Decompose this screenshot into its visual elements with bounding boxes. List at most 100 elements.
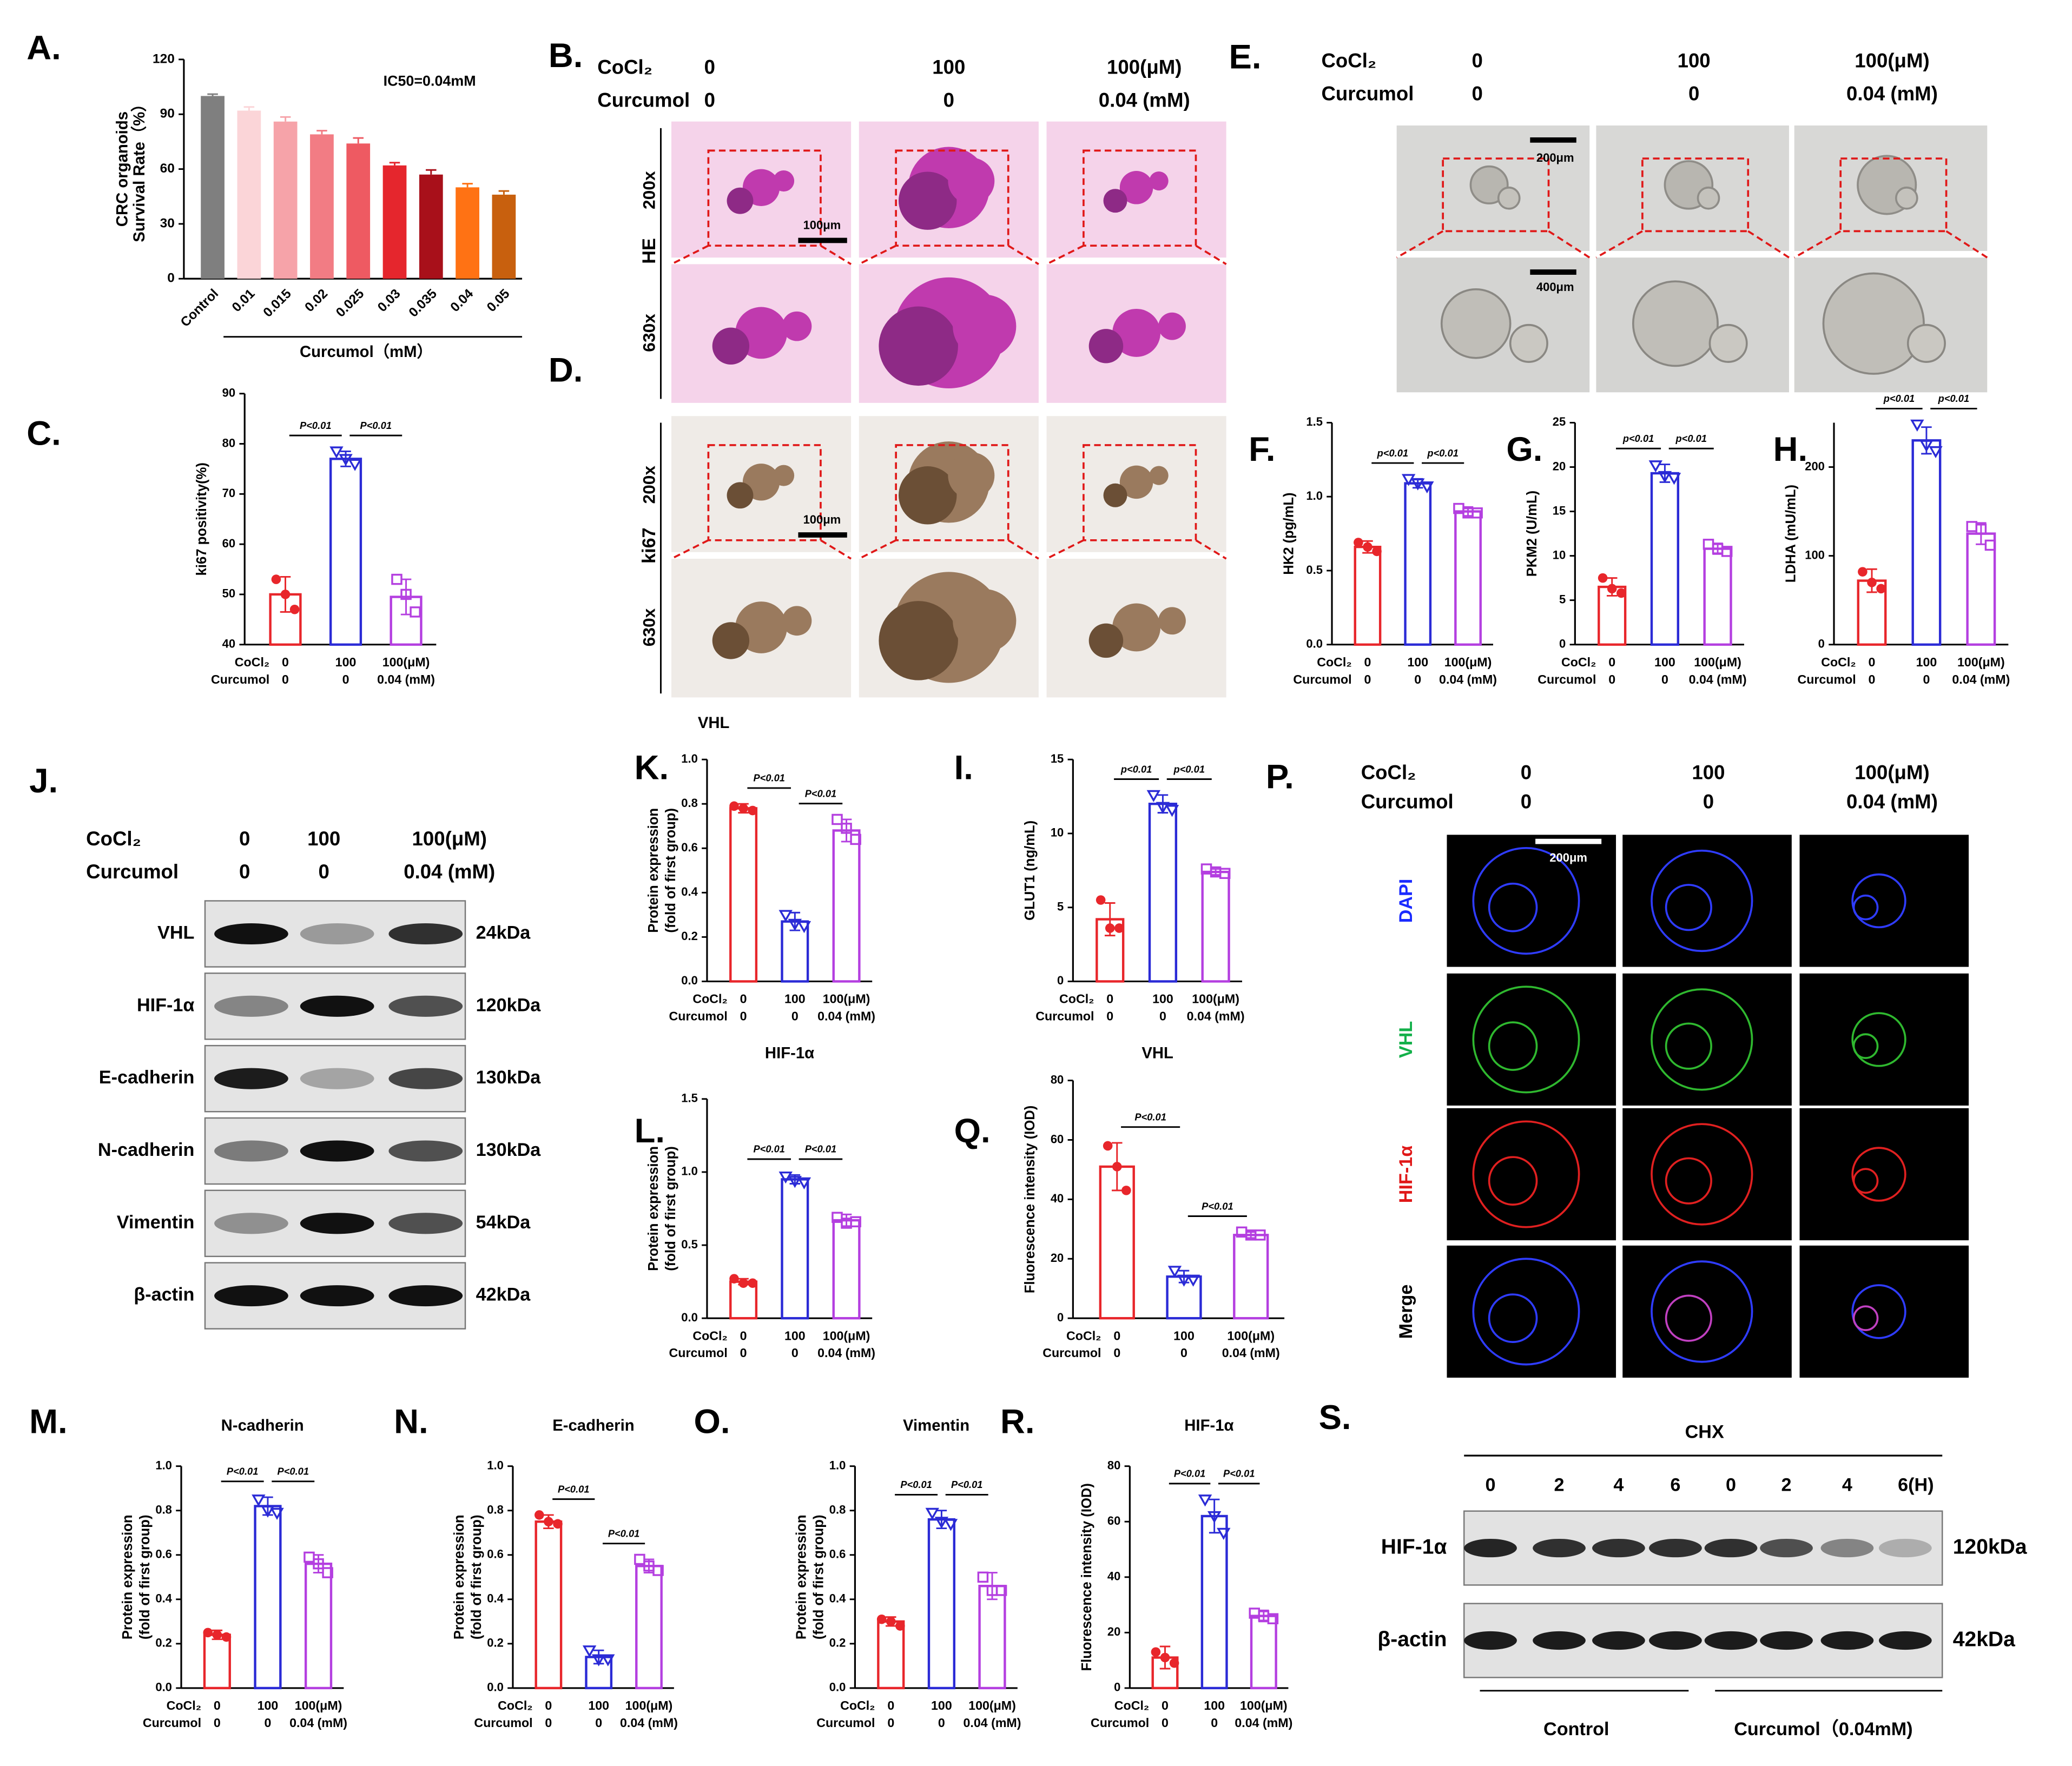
blot-band — [1760, 1538, 1813, 1558]
significance-label: P<0.01 — [608, 1527, 640, 1539]
y-tick-label: 0.0 — [829, 1681, 846, 1694]
blot-band — [388, 923, 463, 945]
y-axis-label: Survival Rate（%） — [130, 96, 148, 242]
image-cell — [1447, 1108, 1616, 1241]
significance-label: P<0.01 — [1223, 1468, 1255, 1479]
data-point — [1169, 1658, 1179, 1668]
zoom-box — [1083, 444, 1197, 541]
image-blob — [1112, 308, 1161, 357]
y-tick-label: 0 — [1818, 637, 1825, 651]
x-tick-label: 0.04 (mM) — [817, 1346, 875, 1360]
magnification-label: 200x — [639, 466, 658, 504]
data-point — [788, 918, 802, 931]
bar — [1201, 870, 1230, 983]
data-point — [778, 1171, 793, 1184]
data-point — [934, 1517, 949, 1529]
x-tick-label: 0 — [1113, 1328, 1120, 1342]
data-point — [832, 813, 843, 825]
zoom-box — [1442, 157, 1550, 233]
x-tick-label: 0 — [740, 1346, 747, 1360]
panel-letter: Q. — [954, 1112, 991, 1150]
header-value: 0 — [1471, 82, 1482, 104]
row-label: CoCl₂ — [1066, 1328, 1101, 1342]
chart-title: Vimentin — [903, 1417, 969, 1434]
blot-band — [300, 1213, 374, 1234]
bar — [1404, 482, 1432, 646]
y-tick-label: 20 — [1051, 1251, 1064, 1265]
data-point — [1667, 473, 1681, 485]
image-blob — [1440, 288, 1512, 359]
data-point — [1858, 567, 1868, 577]
x-tick-label: 100(μM) — [1192, 992, 1239, 1006]
magnification-label: 630x — [639, 314, 658, 352]
zoom-line — [1595, 230, 1643, 259]
x-tick-label: 100 — [1407, 655, 1428, 669]
band-size: 42kDa — [476, 1285, 531, 1305]
bar — [382, 165, 407, 279]
panel-letter: N. — [394, 1403, 428, 1440]
channel-label: HIF-1α — [1396, 1146, 1416, 1203]
y-tick-label: 0.8 — [829, 1503, 846, 1517]
blot-band — [1704, 1538, 1758, 1558]
data-point — [1112, 1162, 1122, 1172]
image-blob — [727, 482, 754, 509]
bar — [1911, 439, 1942, 646]
image-blob — [1651, 1123, 1753, 1226]
data-point — [652, 1565, 664, 1576]
data-point — [535, 1510, 544, 1520]
blot-band — [300, 1140, 374, 1162]
bar — [832, 829, 861, 983]
data-point — [271, 574, 281, 584]
x-tick-label: 100 — [1152, 992, 1173, 1006]
zoom-line — [858, 539, 896, 560]
panel-letter: I. — [954, 749, 973, 786]
x-tick-label: 0.04 (mM) — [620, 1716, 678, 1730]
bar — [1200, 1514, 1228, 1690]
x-tick-label: 100 — [1916, 655, 1937, 669]
header-value: 0.04 (mM) — [404, 861, 495, 883]
data-point — [1156, 802, 1170, 814]
image-blob — [1488, 1156, 1538, 1206]
y-tick-label: 1.0 — [829, 1458, 846, 1472]
blot-band — [388, 1213, 463, 1234]
panel-letter: A. — [27, 29, 61, 67]
band-size: 54kDa — [476, 1212, 531, 1233]
image-blob — [1103, 483, 1127, 507]
data-point — [1105, 923, 1115, 933]
blot-band — [1820, 1631, 1874, 1650]
data-point — [832, 1212, 843, 1223]
blot-band — [388, 1285, 463, 1307]
zoom-box — [1839, 157, 1948, 233]
row-label: CoCl₂ — [1821, 655, 1856, 669]
x-tick-label: 0.04 (mM) — [1439, 672, 1497, 686]
image-blob — [1497, 186, 1521, 210]
significance-label: p<0.01 — [1675, 433, 1707, 444]
x-tick-label: 0 — [1159, 1009, 1166, 1023]
data-point — [601, 1654, 615, 1666]
significance-label: p<0.01 — [1120, 763, 1152, 775]
y-tick-label: 0 — [1559, 637, 1566, 651]
header-value: 100 — [1678, 49, 1711, 71]
image-blob — [1895, 186, 1918, 210]
blot-band — [214, 1285, 288, 1307]
y-tick-label: 0.0 — [155, 1681, 172, 1694]
panel-letter: B. — [549, 37, 583, 75]
image-blob — [1632, 280, 1719, 367]
caption: VHL — [698, 714, 730, 732]
bar — [329, 458, 362, 646]
image-blob — [1665, 884, 1712, 931]
y-axis-label: PKM2 (U/mL) — [1525, 491, 1540, 577]
data-point — [1411, 478, 1425, 491]
x-tick-label: 0 — [1113, 1346, 1120, 1360]
lane-label: 0 — [1486, 1474, 1496, 1495]
row-label: Curcumol — [1293, 672, 1351, 686]
y-tick-label: 0.0 — [681, 1311, 698, 1324]
data-point — [1919, 440, 1934, 452]
chart-title: E-cadherin — [552, 1417, 634, 1434]
zoom-line — [820, 539, 852, 560]
significance-label: P<0.01 — [900, 1479, 932, 1490]
row-label: CoCl₂ — [692, 992, 727, 1006]
zoom-line — [1793, 230, 1842, 259]
bar — [781, 1178, 809, 1320]
x-tick-label: 0 — [282, 672, 289, 686]
